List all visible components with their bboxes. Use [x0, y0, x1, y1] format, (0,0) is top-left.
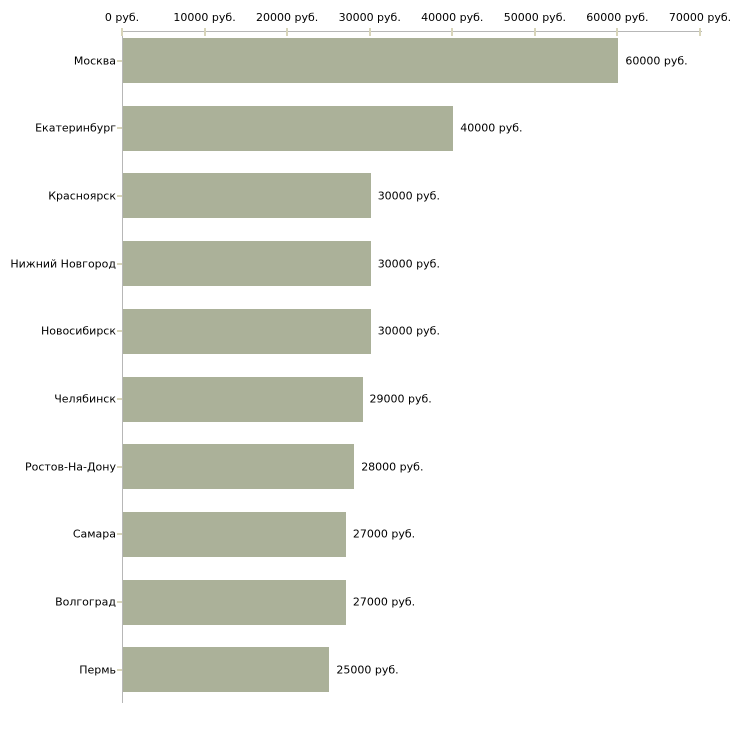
category-tick-mark: [117, 465, 122, 468]
bar-Пермь: [123, 647, 330, 693]
value-label: 30000 руб.: [377, 189, 440, 203]
value-label: 60000 руб.: [625, 54, 688, 67]
bar-Москва: [123, 38, 619, 83]
category-label: Екатеринбург: [35, 121, 116, 135]
bar-Нижний Новгород: [123, 241, 371, 287]
category-tick-mark: [117, 668, 122, 671]
bar-Новосибирск: [123, 308, 371, 354]
x-tick-label: 30000 руб.: [338, 11, 401, 24]
category-tick-mark: [117, 59, 122, 62]
x-tick-mark: [121, 28, 123, 36]
bar-Екатеринбург: [123, 105, 454, 151]
x-tick-label: 50000 руб.: [503, 11, 566, 24]
category-label: Челябинск: [54, 392, 116, 406]
value-label: 30000 руб.: [377, 324, 440, 338]
category-tick-mark: [117, 398, 122, 400]
category-label: Новосибирск: [40, 324, 116, 338]
value-label: 28000 руб.: [361, 460, 424, 474]
x-tick-mark: [368, 28, 371, 36]
category-label: Ростов-На-Дону: [24, 460, 116, 474]
x-tick-mark: [616, 28, 619, 36]
category-tick-mark: [117, 330, 122, 333]
x-tick-label: 40000 руб.: [421, 11, 484, 24]
value-label: 27000 руб.: [352, 527, 416, 541]
x-tick-mark: [451, 28, 454, 36]
x-tick-mark: [699, 28, 701, 36]
y-axis-line: [122, 31, 123, 703]
category-label: Москва: [73, 54, 116, 67]
x-tick-label: 60000 руб.: [586, 11, 649, 24]
bar-Волгоград: [123, 579, 346, 625]
category-tick-mark: [117, 262, 122, 265]
x-tick-mark: [286, 28, 289, 36]
category-label: Красноярск: [48, 189, 116, 203]
category-tick-mark: [117, 194, 122, 197]
bar-Челябинск: [123, 376, 363, 422]
value-label: 40000 руб.: [460, 121, 523, 135]
category-label: Пермь: [79, 663, 116, 677]
value-label: 25000 руб.: [336, 663, 399, 677]
x-tick-mark: [533, 28, 536, 36]
x-axis-line: [122, 31, 702, 32]
bar-Ростов-На-Дону: [123, 444, 355, 490]
category-label: Нижний Новгород: [10, 257, 116, 271]
x-tick-label: 20000 руб.: [256, 11, 319, 24]
bar-Красноярск: [123, 173, 371, 219]
x-tick-label: 0 руб.: [104, 11, 140, 24]
x-tick-mark: [203, 28, 206, 36]
value-label: 30000 руб.: [377, 257, 440, 271]
value-label: 27000 руб.: [352, 595, 416, 609]
bar-Самара: [123, 511, 346, 557]
category-tick-mark: [117, 127, 122, 130]
value-label: 29000 руб.: [369, 392, 432, 406]
category-tick-mark: [117, 601, 122, 604]
category-label: Волгоград: [55, 595, 116, 609]
x-tick-label: 70000 руб.: [668, 11, 730, 24]
category-tick-mark: [117, 533, 122, 536]
category-label: Самара: [72, 527, 116, 541]
x-tick-label: 10000 руб.: [173, 11, 236, 24]
